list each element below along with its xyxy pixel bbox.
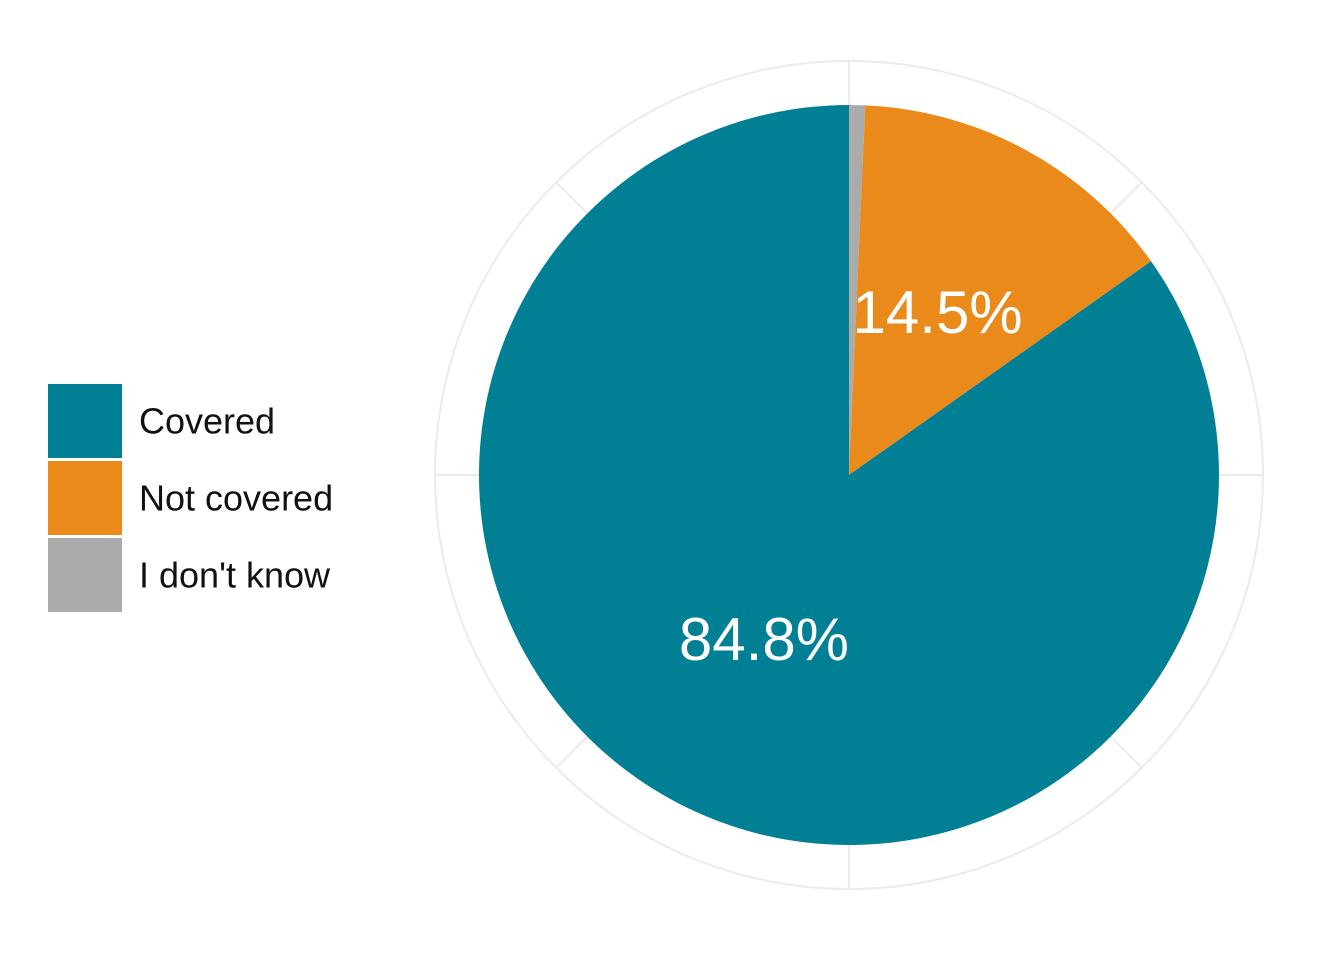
legend: Covered Not covered I don't know [48, 384, 333, 612]
legend-key-covered [48, 384, 122, 458]
slice-labels: 14.5% 84.8% [679, 279, 1023, 673]
legend-label-not-covered: Not covered [139, 478, 333, 519]
slice-i-don-t-know [849, 105, 866, 475]
legend-label-i-don-t-know: I don't know [139, 555, 331, 596]
pie-slices [479, 105, 1220, 845]
slice-not-covered [849, 105, 1152, 475]
slice-label-covered: 84.8% [679, 606, 849, 673]
slice-label-not-covered: 14.5% [853, 279, 1023, 346]
slice-covered [479, 105, 1220, 845]
legend-key-i-don-t-know [48, 538, 122, 612]
legend-key-not-covered [48, 461, 122, 535]
legend-label-covered: Covered [139, 401, 275, 442]
